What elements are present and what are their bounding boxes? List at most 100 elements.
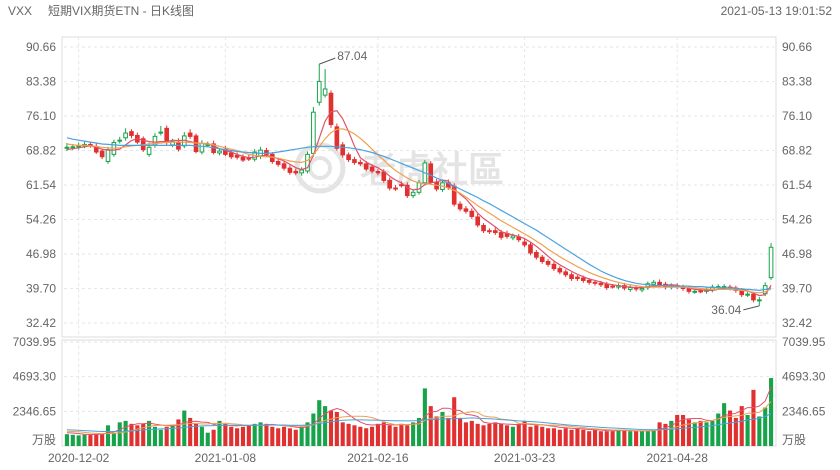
candle-body: [346, 154, 351, 161]
candle-body: [569, 274, 574, 280]
volume-bar: [534, 425, 539, 446]
candle-body: [487, 230, 492, 233]
candle-body: [387, 179, 392, 189]
candle: [557, 266, 563, 275]
volume-bar: [100, 433, 105, 446]
volume-bar: [287, 428, 292, 446]
price-tick-right: 83.38: [782, 75, 812, 89]
volume-bar: [76, 435, 81, 446]
volume-bar: [340, 422, 345, 446]
volume-bar: [264, 423, 269, 446]
volume-bar: [651, 429, 656, 446]
volume-bar: [575, 428, 580, 446]
candle: [187, 129, 193, 139]
candle-body: [322, 88, 328, 96]
candle: [340, 142, 346, 158]
candle: [710, 284, 715, 293]
volume-bar: [522, 420, 527, 446]
candle: [463, 206, 469, 214]
volume-bar: [698, 420, 703, 446]
candle-body: [539, 256, 545, 262]
candle: [99, 148, 105, 160]
volume-bar: [634, 431, 639, 446]
volume-bar: [105, 425, 111, 446]
volume-bar: [622, 429, 627, 446]
candle: [346, 152, 351, 162]
volume-unit-right: 万股: [782, 433, 806, 447]
candle: [240, 154, 246, 162]
volume-bar: [147, 420, 152, 446]
timestamp: 2021-05-13 19:01:52: [721, 4, 833, 18]
volume-tick-right: 2346.65: [782, 404, 826, 418]
price-tick-left: 54.26: [26, 213, 56, 227]
candle-body: [492, 230, 498, 234]
watermark-logo-icon: [294, 142, 346, 194]
price-tick-right: 90.66: [782, 40, 812, 54]
price-tick-right: 39.70: [782, 282, 812, 296]
volume-bar: [458, 417, 463, 446]
price-ma5-line: [66, 110, 772, 297]
volume-bar: [293, 429, 298, 446]
candle-body: [375, 170, 381, 174]
candle-body: [275, 160, 281, 165]
candle-body: [64, 146, 70, 149]
volume-bar: [692, 422, 697, 446]
volume-bar: [170, 425, 175, 446]
candle-body: [340, 144, 346, 156]
volume-bar: [229, 426, 234, 446]
date-tick-label: 2021-04-28: [646, 451, 708, 465]
volume-bar: [716, 413, 721, 446]
candle: [481, 223, 486, 234]
candle-body: [299, 169, 304, 174]
candle: [129, 129, 134, 139]
price-tick-left: 76.10: [26, 109, 56, 123]
candle-body: [281, 163, 287, 169]
volume-unit-left: 万股: [32, 433, 56, 447]
candle: [522, 239, 527, 248]
volume-bar: [434, 416, 439, 446]
candle-body: [745, 293, 750, 296]
volume-bar: [152, 426, 158, 446]
candle-body: [316, 80, 322, 103]
price-ma20-line: [66, 137, 772, 292]
price-tick-left: 32.42: [26, 316, 56, 330]
candle-body: [751, 293, 756, 301]
candle: [475, 213, 480, 228]
volume-bar: [281, 426, 287, 446]
volume-bar: [581, 429, 586, 446]
candle: [404, 182, 410, 198]
price-tick-left: 83.38: [26, 75, 56, 89]
volume-bar: [616, 429, 621, 446]
date-tick-label: 2020-12-02: [48, 451, 110, 465]
candle-body: [475, 216, 480, 226]
candle-body: [768, 246, 774, 279]
candle-body: [129, 131, 134, 136]
volume-bar: [604, 431, 609, 446]
candle-body: [692, 290, 698, 293]
volume-bar: [751, 389, 756, 446]
volume-axis-ticks: 7039.95 7039.95 4693.30 4693.30 2346.65 2346.…: [13, 335, 826, 447]
volume-bar: [493, 422, 498, 446]
candle: [575, 275, 580, 281]
volume-bar: [346, 423, 351, 446]
volume-bar: [158, 429, 163, 446]
candle: [287, 165, 293, 175]
volume-bar: [710, 420, 715, 446]
candle: [311, 106, 316, 157]
volume-bar: [393, 426, 398, 446]
candle-body: [264, 150, 269, 155]
high-callout-label: 87.04: [337, 49, 367, 63]
low-callout-line: [743, 305, 760, 311]
candlestick-series: [64, 64, 774, 306]
candle: [516, 234, 522, 243]
volume-bar: [745, 414, 750, 446]
volume-bar: [769, 378, 774, 446]
candle-body: [563, 271, 569, 276]
price-tick-right: 76.10: [782, 109, 812, 123]
candle-body: [686, 288, 692, 292]
low-callout-label: 36.04: [711, 303, 741, 317]
candle-body: [358, 161, 363, 165]
volume-bar: [311, 413, 316, 446]
candle-body: [228, 152, 234, 158]
